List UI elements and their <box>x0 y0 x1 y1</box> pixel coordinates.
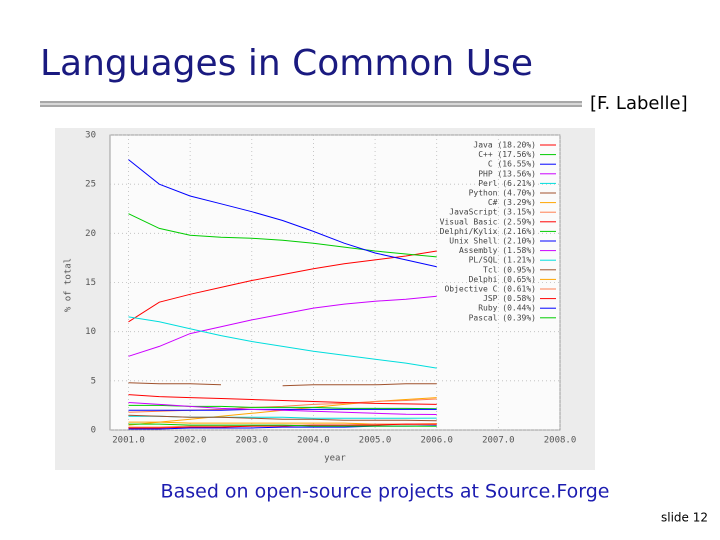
legend-label: Delphi (0.65%) <box>469 275 536 284</box>
legend-label: Pascal (0.39%) <box>469 313 536 322</box>
y-axis-label: % of total <box>64 258 74 312</box>
caption: Based on open-source projects at Source.… <box>161 481 610 503</box>
legend-label: C (16.55%) <box>488 160 536 169</box>
legend-label: Delphi/Kylix (2.16%) <box>440 227 536 236</box>
series-line <box>128 414 437 422</box>
x-tick-label: 2004.0 <box>297 436 330 446</box>
legend-label: Tcl (0.95%) <box>483 265 536 274</box>
x-tick-label: 2007.0 <box>482 436 515 446</box>
series-line <box>128 423 437 429</box>
x-tick-label: 2005.0 <box>359 436 392 446</box>
legend-label: C++ (17.56%) <box>478 150 536 159</box>
slide-title: Languages in Common Use <box>40 43 533 84</box>
y-tick-label: 20 <box>85 229 96 239</box>
y-tick-label: 10 <box>85 327 96 337</box>
y-tick-label: 0 <box>91 426 96 436</box>
slide-number: slide 12 <box>661 511 708 525</box>
series-line <box>128 382 437 387</box>
y-tick-label: 5 <box>91 376 96 386</box>
x-tick-label: 2001.0 <box>112 436 145 446</box>
legend-label: PHP (13.56%) <box>478 169 536 178</box>
legend-label: JSP (0.58%) <box>483 294 536 303</box>
plot: 0 5 10 15 20 25 30 2001.0 2002.0 2003.0 2004.0 2005… <box>85 131 576 446</box>
legend-label: Java (18.20%) <box>473 141 536 150</box>
series-line <box>128 159 437 268</box>
legend-label: Visual Basic (2.59%) <box>440 217 536 226</box>
series-line <box>128 213 437 258</box>
x-tick-label: 2008.0 <box>544 436 577 446</box>
series-line <box>128 295 437 357</box>
series-line <box>128 402 437 415</box>
legend-label: Ruby (0.44%) <box>478 304 536 313</box>
legend-label: Unix Shell (2.10%) <box>449 237 536 246</box>
y-tick-label: 30 <box>85 131 96 141</box>
legend-label: Objective C (0.61%) <box>444 285 536 294</box>
series-line <box>128 394 437 405</box>
title-rule-highlight <box>40 103 582 105</box>
series-line <box>128 250 437 323</box>
series-line <box>128 423 437 427</box>
legend-label: Perl (6.21%) <box>478 179 536 188</box>
x-tick-label: 2003.0 <box>236 436 269 446</box>
series-line <box>128 408 437 411</box>
x-tick-label: 2002.0 <box>174 436 207 446</box>
legend-label: PL/SQL (1.21%) <box>469 256 536 265</box>
series-line <box>128 316 437 369</box>
legend-label: JavaScript (3.15%) <box>449 208 536 217</box>
legend-label: Assembly (1.58%) <box>459 246 536 255</box>
legend-label: Python (4.70%) <box>469 189 536 198</box>
y-tick-label: 25 <box>85 180 96 190</box>
x-axis-label: year <box>324 454 346 464</box>
y-tick-label: 15 <box>85 278 96 288</box>
x-tick-label: 2006.0 <box>420 436 453 446</box>
attribution: [F. Labelle] <box>590 93 688 114</box>
legend-label: C# (3.29%) <box>488 198 536 207</box>
